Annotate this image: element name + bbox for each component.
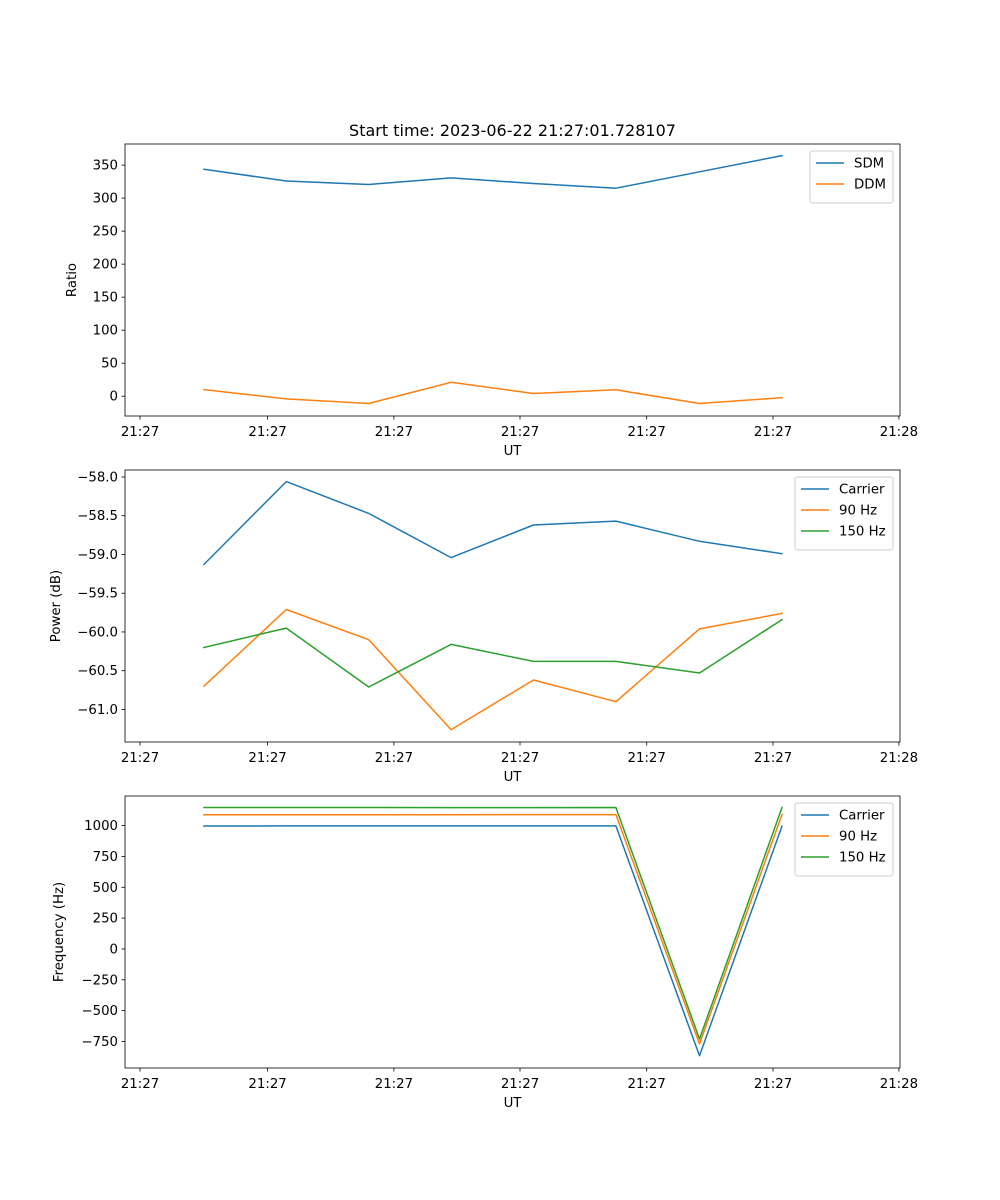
legend-entry: 150 Hz bbox=[839, 851, 886, 866]
x-tick-label: 21:27 bbox=[375, 1077, 413, 1092]
y-axis-label: Power (dB) bbox=[49, 570, 64, 642]
series-line-150-hz bbox=[203, 806, 783, 1040]
x-tick-label: 21:27 bbox=[121, 751, 159, 766]
x-axis-label: UT bbox=[504, 444, 523, 459]
legend-entry: 150 Hz bbox=[839, 525, 886, 540]
x-tick-label: 21:27 bbox=[754, 1077, 792, 1092]
x-tick-label: 21:27 bbox=[248, 425, 286, 440]
axes-frame bbox=[124, 795, 901, 1069]
x-tick-label: 21:27 bbox=[628, 751, 666, 766]
y-tick-label: 150 bbox=[93, 291, 118, 306]
legend-entry: Carrier bbox=[839, 809, 885, 824]
legend-entry: 90 Hz bbox=[839, 504, 877, 519]
x-axis-label: UT bbox=[504, 770, 523, 785]
series-line-carrier bbox=[202, 480, 783, 566]
y-tick-label: 350 bbox=[93, 159, 118, 174]
x-tick-label: 21:27 bbox=[375, 751, 413, 766]
y-tick-label: −750 bbox=[81, 1035, 118, 1050]
x-tick-label: 21:27 bbox=[754, 751, 792, 766]
series-line-ddm bbox=[203, 381, 783, 405]
series-line-150-hz bbox=[202, 618, 784, 688]
y-tick-label: −58.5 bbox=[77, 509, 118, 524]
x-tick-label: 21:27 bbox=[248, 1077, 286, 1092]
series-line-90-hz bbox=[202, 608, 783, 731]
axes-frame bbox=[124, 143, 901, 417]
series-line-carrier bbox=[203, 825, 783, 1057]
y-tick-label: 250 bbox=[93, 225, 118, 240]
legend-entry: SDM bbox=[854, 157, 884, 172]
y-axis-label: Frequency (Hz) bbox=[52, 882, 67, 982]
y-tick-label: −500 bbox=[81, 1004, 118, 1019]
x-axis-label: UT bbox=[504, 1096, 523, 1111]
x-tick-label: 21:27 bbox=[501, 1077, 539, 1092]
y-tick-label: −60.0 bbox=[77, 625, 118, 640]
y-tick-label: 100 bbox=[93, 324, 118, 339]
y-tick-label: 500 bbox=[93, 881, 118, 896]
legend-entry: 90 Hz bbox=[839, 830, 877, 845]
legend-frame bbox=[809, 150, 894, 204]
x-tick-label: 21:27 bbox=[375, 425, 413, 440]
y-tick-label: −59.0 bbox=[77, 548, 118, 563]
x-tick-label: 21:27 bbox=[628, 425, 666, 440]
y-tick-label: 250 bbox=[93, 912, 118, 927]
x-tick-label: 21:28 bbox=[880, 425, 918, 440]
axes-frame bbox=[124, 469, 901, 743]
panel-3: 21:27 21:27 21:27 21:27 21:27 21:27 21:28 1000 7… bbox=[52, 795, 918, 1111]
x-tick-label: 21:27 bbox=[754, 425, 792, 440]
x-tick-label: 21:27 bbox=[248, 751, 286, 766]
legend: SDM DDM bbox=[809, 150, 894, 204]
y-tick-label: 1000 bbox=[84, 819, 118, 834]
x-tick-label: 21:27 bbox=[501, 751, 539, 766]
y-tick-label: 300 bbox=[93, 192, 118, 207]
series-line-sdm bbox=[203, 154, 783, 189]
y-tick-label: −61.0 bbox=[77, 703, 118, 718]
legend-entry: Carrier bbox=[839, 483, 885, 498]
y-tick-label: 0 bbox=[110, 390, 118, 405]
x-tick-label: 21:27 bbox=[121, 1077, 159, 1092]
y-axis-label: Ratio bbox=[65, 263, 80, 297]
x-tick-label: 21:27 bbox=[501, 425, 539, 440]
x-tick-label: 21:27 bbox=[628, 1077, 666, 1092]
y-tick-label: 0 bbox=[110, 942, 118, 957]
y-tick-label: −60.5 bbox=[77, 664, 118, 679]
chart-title: Start time: 2023-06-22 21:27:01.728107 bbox=[349, 121, 676, 140]
y-tick-label: −58.0 bbox=[77, 470, 118, 485]
panel-1: 21:27 21:27 21:27 21:27 21:27 21:27 21:28 0 50 10… bbox=[65, 143, 918, 459]
y-tick-label: 50 bbox=[101, 357, 118, 372]
legend-entry: DDM bbox=[854, 178, 886, 193]
y-tick-label: 200 bbox=[93, 258, 118, 273]
series-line-90-hz bbox=[203, 813, 783, 1045]
chart-panels: 21:27 21:27 21:27 21:27 21:27 21:27 21:28 0 50 10… bbox=[49, 143, 918, 1111]
x-tick-label: 21:28 bbox=[880, 751, 918, 766]
y-tick-label: 750 bbox=[93, 850, 118, 865]
y-tick-label: −250 bbox=[81, 973, 118, 988]
y-tick-label: −59.5 bbox=[77, 587, 118, 602]
x-tick-label: 21:27 bbox=[121, 425, 159, 440]
legend: Carrier 90 Hz 150 Hz bbox=[794, 476, 894, 551]
panel-2: 21:27 21:27 21:27 21:27 21:27 21:27 21:28 −58.0… bbox=[49, 469, 918, 785]
x-tick-label: 21:28 bbox=[880, 1077, 918, 1092]
legend: Carrier 90 Hz 150 Hz bbox=[794, 802, 894, 877]
